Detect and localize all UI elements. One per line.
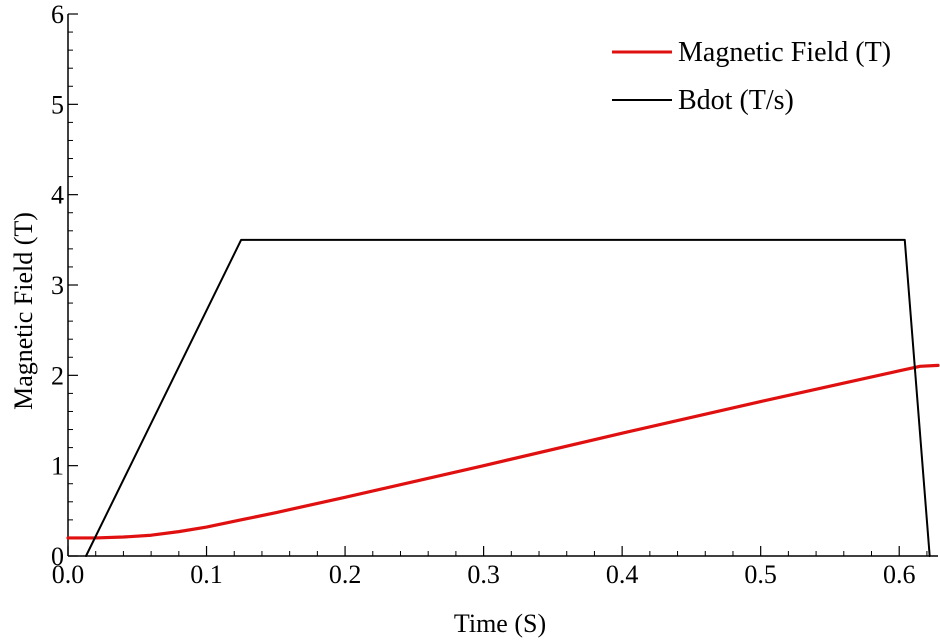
- x-tick-label: 0.4: [606, 560, 639, 589]
- series-layer: [66, 238, 940, 557]
- y-tick-label: 2: [51, 361, 64, 390]
- legend: Magnetic Field (T) Bdot (T/s): [612, 37, 891, 116]
- y-tick-label: 5: [51, 90, 64, 119]
- x-tick-label: 0.0: [52, 560, 85, 589]
- legend-label-2: Bdot (T/s): [678, 85, 794, 116]
- y-tick-label: 6: [51, 0, 64, 29]
- series-line-1: [66, 363, 940, 540]
- y-axis-label: Magnetic Field (T): [9, 212, 38, 410]
- x-tick-label: 0.2: [329, 560, 362, 589]
- series-line-2: [85, 238, 931, 557]
- x-tick-label: 0.1: [190, 560, 223, 589]
- y-tick-label: 4: [51, 181, 64, 210]
- x-axis-ticks: 0.0 0.1 0.2 0.3 0.4 0.5 0.6: [52, 546, 928, 589]
- x-axis-label: Time (S): [454, 609, 546, 638]
- y-tick-label: 0: [51, 542, 64, 571]
- x-tick-label: 0.6: [883, 560, 916, 589]
- x-tick-label: 0.5: [744, 560, 777, 589]
- y-axis-ticks: 0 1 2 3 4 5 6: [51, 0, 78, 571]
- x-tick-label: 0.3: [467, 560, 500, 589]
- legend-label-1: Magnetic Field (T): [678, 37, 891, 68]
- y-tick-label: 3: [51, 271, 64, 300]
- y-tick-label: 1: [51, 452, 64, 481]
